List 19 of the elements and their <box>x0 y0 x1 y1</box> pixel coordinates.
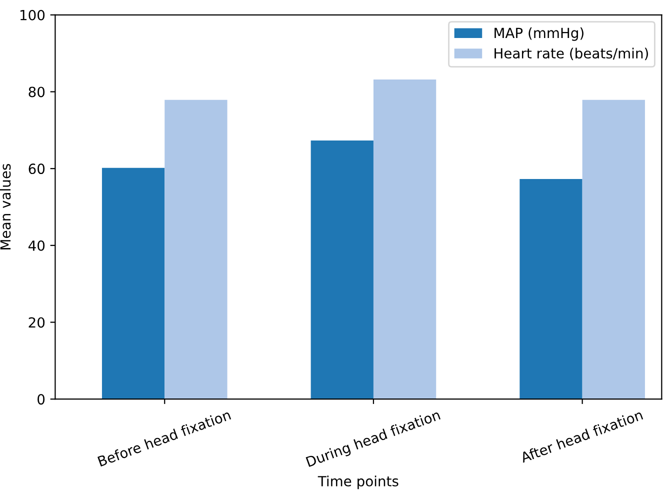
y-tick-label: 20 <box>28 317 45 328</box>
x-tick-label: Before head fixation <box>97 409 232 467</box>
bar <box>582 100 645 400</box>
x-tick-label: During head fixation <box>306 409 442 470</box>
y-tick-label: 60 <box>28 164 45 174</box>
y-tick-label: 100 <box>20 10 45 20</box>
y-axis-title: Mean values <box>0 164 11 250</box>
legend-label: Heart rate (beats/min) <box>494 48 648 60</box>
bar <box>373 79 436 400</box>
y-tick-label: 0 <box>38 394 45 405</box>
bar <box>164 100 228 400</box>
bar <box>520 178 582 400</box>
bar <box>310 140 374 400</box>
x-tick-label: After head fixation <box>520 409 644 463</box>
legend-label: MAP (mmHg) <box>494 27 584 41</box>
x-axis-title: Time points <box>318 476 398 490</box>
y-tick-label: 80 <box>28 86 45 98</box>
bar <box>102 168 165 400</box>
y-tick-label: 40 <box>28 240 45 251</box>
